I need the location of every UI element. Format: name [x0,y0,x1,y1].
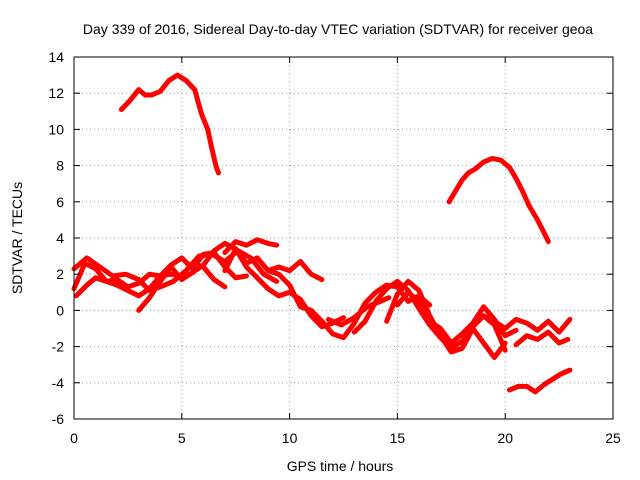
y-tick-label: 2 [56,266,64,282]
series-line-arc-14 [470,313,573,335]
series-line-arc-7 [222,237,280,255]
y-tick-label: 8 [56,158,64,174]
tick-labels: 0 5 10 15 20 25 -6 -4 -2 0 2 4 6 8 10 12 14 [48,49,621,446]
grid-lines [74,57,613,419]
y-tick-label: 12 [48,85,64,101]
x-tick-label: 25 [605,430,621,446]
series-line-arc-10 [325,295,392,328]
series-line-arc-2 [446,155,551,245]
x-tick-label: 0 [70,430,78,446]
x-axis-title: GPS time / hours [287,458,394,474]
x-tick-label: 5 [178,430,186,446]
series-line-arc-9 [265,268,433,341]
y-tick-label: 4 [56,230,64,246]
y-tick-label: -4 [52,375,65,391]
series-line-arc-12 [384,278,508,360]
series-line-arc-15 [513,329,571,348]
axis-ticks [73,56,614,420]
y-tick-label: -6 [52,411,65,427]
y-tick-label: 14 [48,49,64,65]
y-tick-label: -2 [52,339,65,355]
y-axis-title: SDTVAR / TECUs [9,182,25,294]
y-tick-label: 6 [56,194,64,210]
y-tick-label: 0 [56,302,64,318]
series-group [71,72,573,395]
x-tick-label: 20 [497,430,513,446]
chart-title: Day 339 of 2016, Sidereal Day-to-day VTE… [83,21,593,37]
x-tick-label: 15 [390,430,406,446]
series-line-arc-16 [507,367,573,395]
x-tick-label: 10 [282,430,298,446]
series-line-arc-4 [71,248,280,293]
y-tick-label: 10 [48,121,64,137]
series-line-arc-1 [118,72,221,176]
series-line-arc-5 [73,250,249,299]
